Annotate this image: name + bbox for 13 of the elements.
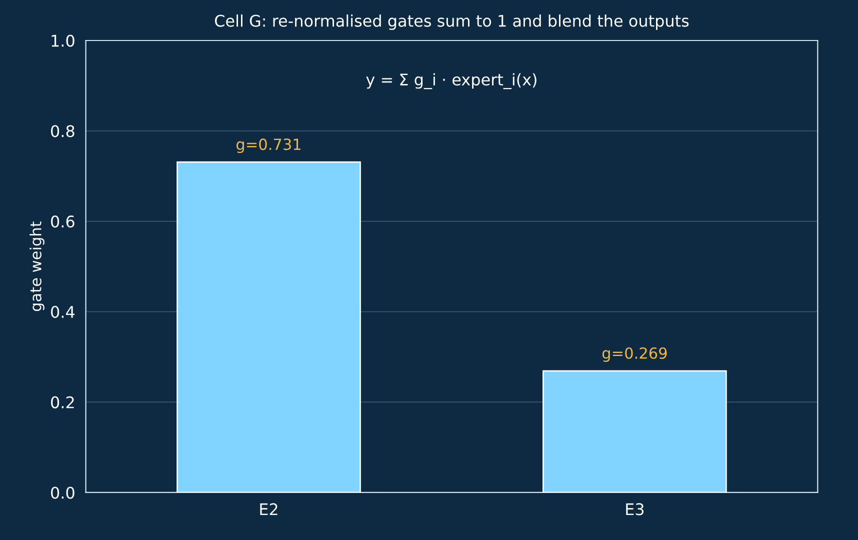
y-tick-label: 0.4 (51, 306, 74, 318)
data-label: g=0.269 (602, 347, 667, 362)
x-tick-label: E2 (260, 503, 278, 516)
y-tick-label: 0.2 (51, 396, 74, 408)
y-tick-label: 0.8 (51, 125, 74, 138)
x-tick-label: E3 (626, 503, 644, 516)
annotation: y = Σ g_i · expert_i(x) (366, 73, 536, 90)
data-label: g=0.731 (236, 138, 300, 154)
chart-title: Cell G: re-normalised gates sum to 1 and blend the outputs (214, 14, 689, 30)
y-tick-label: 1.0 (52, 34, 74, 47)
y-axis-title: gate weight (30, 221, 44, 312)
y-tick-label: 0.6 (51, 216, 74, 228)
y-tick-label: 0.0 (51, 486, 74, 499)
